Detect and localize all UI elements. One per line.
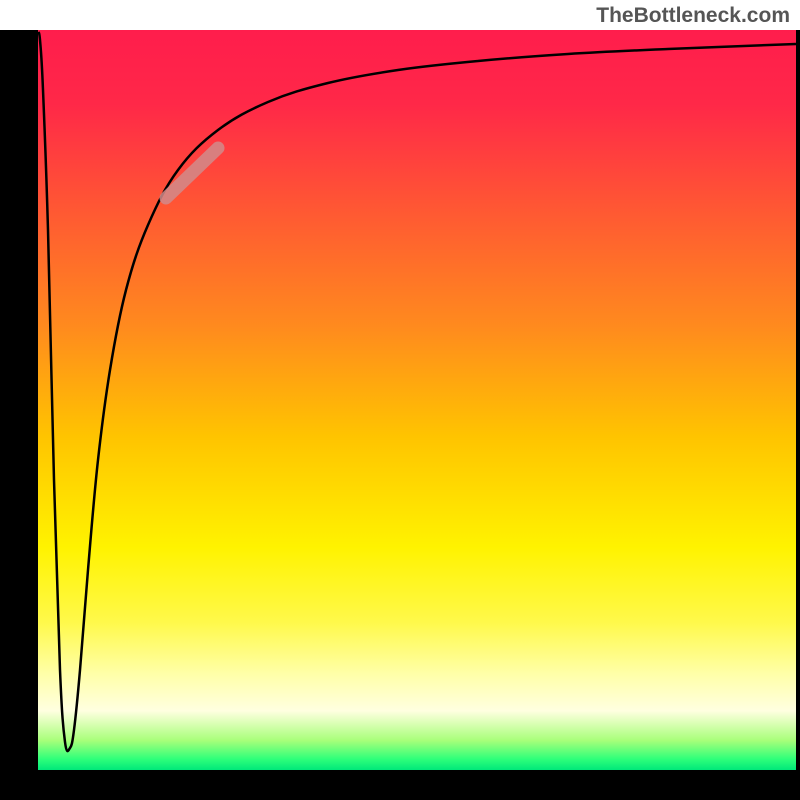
watermark-text: TheBottleneck.com [596, 4, 790, 28]
curve-svg [38, 30, 796, 770]
plot-area [38, 30, 796, 770]
border-right [796, 30, 800, 770]
chart-container: TheBottleneck.com [0, 0, 800, 800]
border-bottom [0, 770, 800, 800]
highlight-segment [166, 148, 218, 198]
bottleneck-curve [38, 32, 796, 751]
border-left [0, 0, 38, 800]
